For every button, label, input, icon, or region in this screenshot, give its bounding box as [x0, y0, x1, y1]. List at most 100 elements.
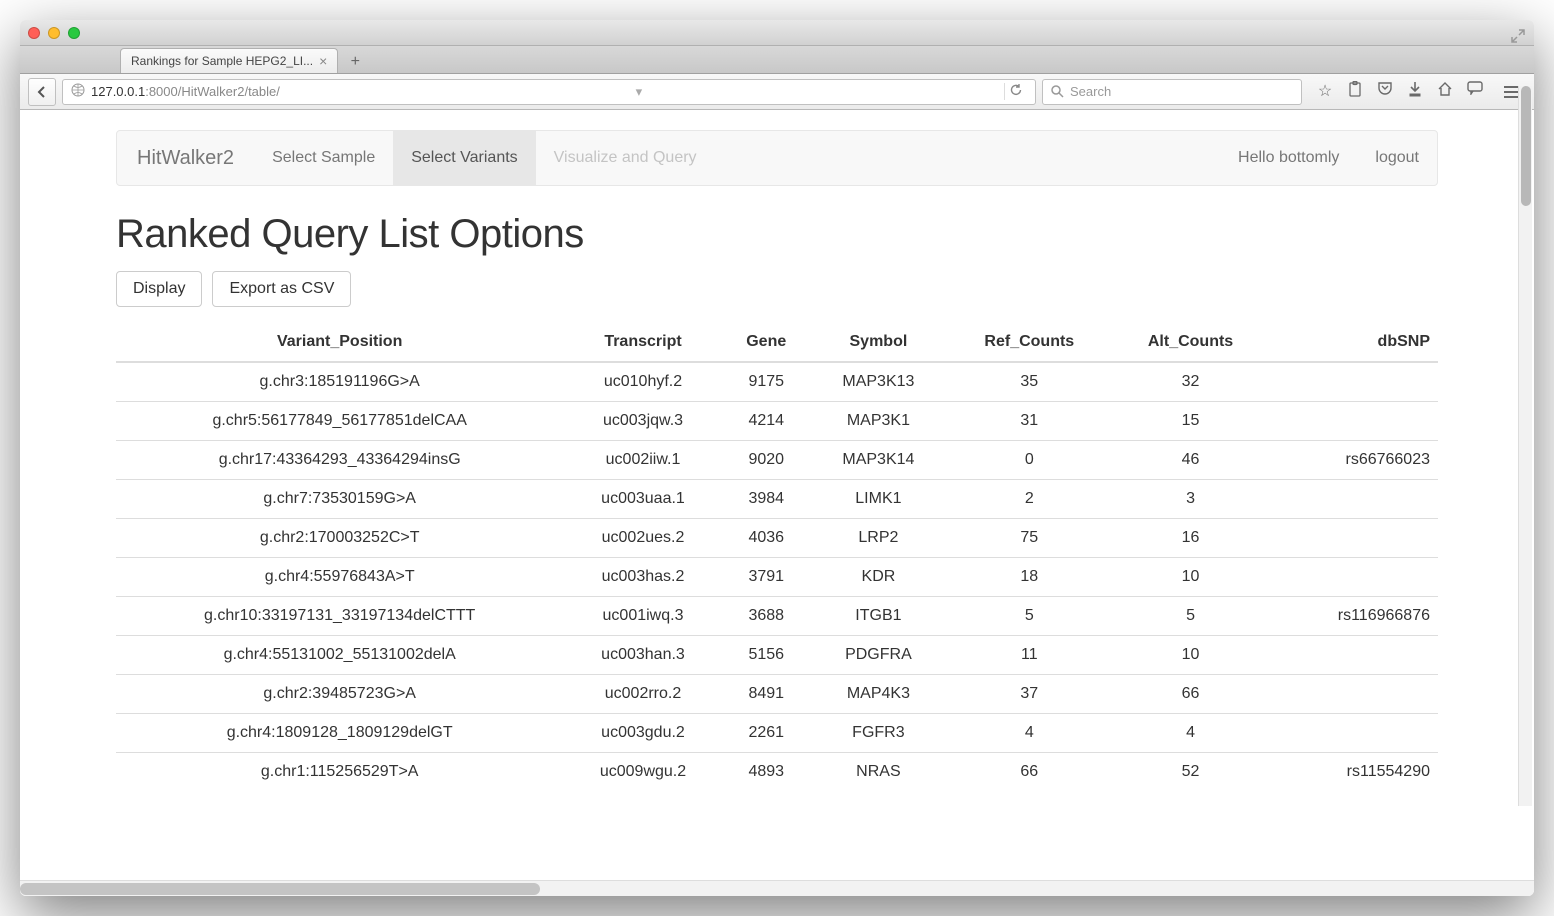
cell-alt_counts: 16 — [1112, 519, 1270, 558]
back-button[interactable] — [28, 78, 56, 106]
cell-variant_position: g.chr17:43364293_43364294insG — [116, 441, 563, 480]
page-title: Ranked Query List Options — [116, 212, 1438, 257]
window-close-button[interactable] — [28, 27, 40, 39]
cell-transcript: uc003has.2 — [563, 558, 722, 597]
cell-dbsnp — [1269, 480, 1438, 519]
search-icon — [1051, 85, 1064, 98]
horizontal-scrollbar-thumb[interactable] — [20, 883, 540, 895]
cell-ref_counts: 0 — [947, 441, 1112, 480]
cell-dbsnp: rs66766023 — [1269, 441, 1438, 480]
export-csv-button[interactable]: Export as CSV — [212, 271, 351, 307]
browser-tab[interactable]: Rankings for Sample HEPG2_LI... × — [120, 48, 338, 73]
cell-ref_counts: 5 — [947, 597, 1112, 636]
cell-variant_position: g.chr2:170003252C>T — [116, 519, 563, 558]
nav-item-select-sample[interactable]: Select Sample — [254, 131, 393, 185]
cell-gene: 4893 — [723, 753, 810, 792]
clipboard-icon[interactable] — [1346, 81, 1364, 102]
cell-alt_counts: 4 — [1112, 714, 1270, 753]
table-row: g.chr2:39485723G>Auc002rro.28491MAP4K337… — [116, 675, 1438, 714]
cell-transcript: uc001iwq.3 — [563, 597, 722, 636]
table-row: g.chr10:33197131_33197134delCTTTuc001iwq… — [116, 597, 1438, 636]
cell-gene: 3791 — [723, 558, 810, 597]
page-body: HitWalker2 Select SampleSelect VariantsV… — [20, 110, 1534, 880]
brand[interactable]: HitWalker2 — [117, 147, 254, 170]
cell-symbol: MAP3K14 — [810, 441, 947, 480]
cell-symbol: KDR — [810, 558, 947, 597]
col-dbsnp: dbSNP — [1269, 323, 1438, 362]
cell-ref_counts: 18 — [947, 558, 1112, 597]
cell-symbol: MAP4K3 — [810, 675, 947, 714]
cell-ref_counts: 37 — [947, 675, 1112, 714]
nav-item-select-variants[interactable]: Select Variants — [393, 131, 535, 185]
cell-alt_counts: 10 — [1112, 636, 1270, 675]
cell-gene: 4214 — [723, 402, 810, 441]
vertical-scrollbar-thumb[interactable] — [1521, 86, 1531, 206]
url-input[interactable]: 127.0.0.1:8000/HitWalker2/table/ ▾ — [62, 79, 1036, 105]
cell-symbol: LRP2 — [810, 519, 947, 558]
window-controls — [28, 27, 80, 39]
nav-item-hello-bottomly[interactable]: Hello bottomly — [1220, 131, 1357, 185]
col-symbol: Symbol — [810, 323, 947, 362]
chat-icon[interactable] — [1466, 81, 1484, 102]
reload-button[interactable] — [1004, 83, 1027, 100]
url-text: 127.0.0.1:8000/HitWalker2/table/ — [91, 84, 280, 99]
cell-variant_position: g.chr2:39485723G>A — [116, 675, 563, 714]
cell-ref_counts: 11 — [947, 636, 1112, 675]
table-row: g.chr4:55976843A>Tuc003has.23791KDR1810 — [116, 558, 1438, 597]
reader-mode-icon[interactable]: ▾ — [636, 84, 649, 100]
cell-symbol: FGFR3 — [810, 714, 947, 753]
cell-variant_position: g.chr5:56177849_56177851delCAA — [116, 402, 563, 441]
new-tab-button[interactable]: + — [342, 51, 368, 73]
table-row: g.chr4:1809128_1809129delGTuc003gdu.2226… — [116, 714, 1438, 753]
table-row: g.chr2:170003252C>Tuc002ues.24036LRP2751… — [116, 519, 1438, 558]
cell-gene: 9175 — [723, 362, 810, 402]
cell-dbsnp — [1269, 402, 1438, 441]
search-input[interactable]: Search — [1042, 79, 1302, 105]
cell-transcript: uc003jqw.3 — [563, 402, 722, 441]
cell-alt_counts: 10 — [1112, 558, 1270, 597]
globe-icon — [71, 83, 85, 100]
window-minimize-button[interactable] — [48, 27, 60, 39]
window-maximize-button[interactable] — [68, 27, 80, 39]
pocket-icon[interactable] — [1376, 81, 1394, 102]
table-row: g.chr3:185191196G>Auc010hyf.29175MAP3K13… — [116, 362, 1438, 402]
cell-transcript: uc003uaa.1 — [563, 480, 722, 519]
horizontal-scrollbar[interactable] — [20, 880, 1534, 896]
home-icon[interactable] — [1436, 81, 1454, 102]
cell-ref_counts: 2 — [947, 480, 1112, 519]
content-area: HitWalker2 Select SampleSelect VariantsV… — [20, 110, 1534, 896]
cell-variant_position: g.chr1:115256529T>A — [116, 753, 563, 792]
vertical-scrollbar[interactable] — [1518, 86, 1532, 806]
download-icon[interactable] — [1406, 81, 1424, 102]
cell-alt_counts: 52 — [1112, 753, 1270, 792]
col-transcript: Transcript — [563, 323, 722, 362]
tab-close-icon[interactable]: × — [319, 54, 327, 68]
display-button[interactable]: Display — [116, 271, 202, 307]
cell-ref_counts: 75 — [947, 519, 1112, 558]
col-alt_counts: Alt_Counts — [1112, 323, 1270, 362]
cell-symbol: ITGB1 — [810, 597, 947, 636]
cell-ref_counts: 31 — [947, 402, 1112, 441]
cell-alt_counts: 46 — [1112, 441, 1270, 480]
browser-window: Rankings for Sample HEPG2_LI... × + 127.… — [20, 20, 1534, 896]
nav-item-visualize-and-query: Visualize and Query — [536, 131, 715, 185]
cell-gene: 2261 — [723, 714, 810, 753]
cell-dbsnp: rs116966876 — [1269, 597, 1438, 636]
star-icon[interactable]: ☆ — [1316, 81, 1334, 102]
search-placeholder: Search — [1070, 84, 1111, 99]
cell-alt_counts: 5 — [1112, 597, 1270, 636]
cell-alt_counts: 15 — [1112, 402, 1270, 441]
tab-strip: Rankings for Sample HEPG2_LI... × + — [20, 46, 1534, 74]
expand-icon[interactable] — [1510, 28, 1526, 44]
cell-ref_counts: 4 — [947, 714, 1112, 753]
table-row: g.chr7:73530159G>Auc003uaa.13984LIMK123 — [116, 480, 1438, 519]
table-row: g.chr5:56177849_56177851delCAAuc003jqw.3… — [116, 402, 1438, 441]
app-navbar: HitWalker2 Select SampleSelect VariantsV… — [116, 130, 1438, 186]
cell-transcript: uc009wgu.2 — [563, 753, 722, 792]
cell-variant_position: g.chr3:185191196G>A — [116, 362, 563, 402]
cell-dbsnp — [1269, 636, 1438, 675]
cell-transcript: uc002ues.2 — [563, 519, 722, 558]
cell-symbol: MAP3K13 — [810, 362, 947, 402]
nav-item-logout[interactable]: logout — [1357, 131, 1437, 185]
cell-variant_position: g.chr4:1809128_1809129delGT — [116, 714, 563, 753]
